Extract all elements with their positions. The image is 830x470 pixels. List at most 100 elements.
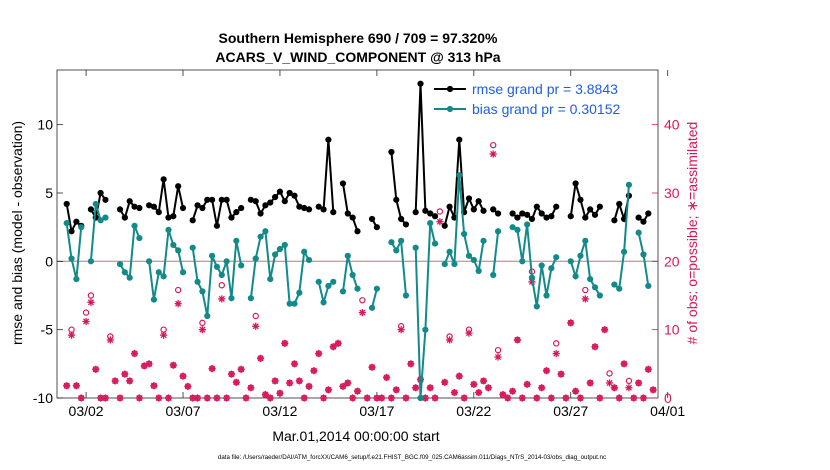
obs-assimilated-marker (203, 394, 211, 402)
bias-data-point (97, 217, 104, 224)
bias-data-point (616, 285, 623, 292)
rmse-data-point (354, 228, 361, 235)
obs-assimilated-marker (382, 373, 391, 382)
bias-data-point (611, 281, 618, 288)
rmse-data-point (262, 202, 269, 209)
rmse-data-point (494, 210, 502, 217)
bias-data-point (150, 296, 158, 303)
bias-data-point (470, 256, 477, 264)
rmse-data-point (431, 213, 439, 220)
obs-assimilated-marker (605, 379, 614, 387)
obs-assimilated-marker (121, 370, 129, 378)
asterisk-stroke (611, 384, 618, 391)
obs-assimilated-marker (334, 339, 342, 347)
rmse-data-point (131, 203, 138, 210)
obs-assimilated-marker (407, 360, 415, 368)
obs-assimilated-marker (547, 394, 555, 402)
obs-possible-marker (582, 286, 589, 294)
axes-box (56, 69, 659, 399)
asterisk-stroke (160, 332, 167, 339)
x-tick-label: 04/01 (650, 403, 685, 419)
asterisk-stroke (378, 394, 385, 402)
asterisk-stroke (431, 394, 439, 402)
asterisk-stroke (558, 371, 565, 378)
asterisk-stroke (616, 394, 623, 402)
obs-assimilated-marker (164, 394, 173, 402)
rmse-data-point (567, 213, 574, 220)
bias-data-point (213, 263, 221, 270)
y-axis-label-right: # of obs: o=possible; ∗=assimilated (684, 122, 700, 345)
bias-data-point (480, 237, 487, 244)
rmse-data-point (349, 214, 356, 221)
rmse-data-point (402, 221, 410, 228)
obs-assimilated-marker (82, 317, 90, 326)
bias-data-point (422, 326, 429, 333)
obs-possible-marker (606, 370, 613, 377)
bias-data-point (170, 241, 177, 249)
asterisk-stroke (272, 377, 279, 384)
rmse-data-point (616, 200, 623, 208)
bias-data-point (63, 219, 70, 227)
rmse-data-point (257, 210, 264, 217)
asterisk-stroke (320, 394, 327, 402)
rmse-data-point (102, 196, 109, 203)
obs-possible-marker (553, 340, 560, 347)
obs-assimilated-marker (261, 390, 270, 399)
rmse-data-point (417, 80, 424, 87)
obs-assimilated-marker (276, 389, 284, 397)
asterisk-stroke (68, 332, 75, 339)
bias-data-point (533, 303, 540, 310)
bias-data-point (640, 251, 647, 258)
y-left-tick-label: 5 (45, 185, 53, 201)
obs-assimilated-marker (552, 349, 560, 358)
asterisk-stroke (102, 394, 109, 402)
obs-possible-marker (490, 141, 497, 149)
bias-line-segment (512, 224, 558, 307)
rmse-data-point (587, 206, 594, 213)
obs-assimilated-marker (324, 386, 333, 394)
bias-data-point (475, 267, 482, 274)
bias-data-point (596, 292, 603, 299)
bias-data-point (320, 299, 327, 306)
obs-assimilated-marker (349, 394, 357, 402)
chart-title-line2: ACARS_V_WIND_COMPONENT @ 313 hPa (215, 49, 500, 65)
obs-assimilated-marker (387, 394, 396, 402)
asterisk-stroke (490, 150, 497, 158)
legend-swatch-marker (446, 105, 454, 113)
bias-data-point (553, 254, 560, 261)
obs-assimilated-marker (247, 384, 255, 392)
bias-data-point (582, 237, 589, 244)
bias-data-point (402, 292, 410, 299)
obs-assimilated-marker (518, 394, 526, 402)
asterisk-stroke (218, 295, 225, 302)
asterisk-stroke (165, 394, 172, 402)
obs-assimilated-marker (87, 298, 95, 306)
legend-swatch-marker (446, 85, 454, 93)
bias-data-point (509, 224, 516, 231)
obs-assimilated-marker (581, 295, 589, 303)
bias-data-point (218, 271, 225, 279)
asterisk-stroke (650, 386, 657, 393)
obs-assimilated-marker (237, 365, 245, 373)
chart-title-line1: Southern Hemisphere 690 / 709 = 97.320% (219, 30, 499, 46)
obs-assimilated-marker (644, 365, 652, 373)
rmse-data-point (470, 206, 477, 213)
obs-assimilated-marker (460, 394, 468, 402)
x-tick-label: 03/27 (553, 403, 588, 419)
obs-assimilated-marker (315, 349, 323, 358)
obs-assimilated-marker (160, 331, 168, 339)
asterisk-stroke (107, 336, 114, 343)
asterisk-stroke (567, 319, 574, 326)
asterisk-stroke (393, 386, 400, 393)
obs-assimilated-marker (402, 394, 410, 402)
asterisk-stroke (209, 365, 216, 372)
obs-assimilated-marker (465, 329, 473, 337)
asterisk-stroke (625, 384, 632, 391)
rmse-data-point (572, 180, 579, 187)
asterisk-stroke (175, 300, 182, 307)
obs-assimilated-marker (295, 377, 303, 385)
bias-data-point (567, 258, 574, 265)
obs-assimilated-marker (615, 394, 623, 402)
bias-data-point (131, 222, 138, 229)
